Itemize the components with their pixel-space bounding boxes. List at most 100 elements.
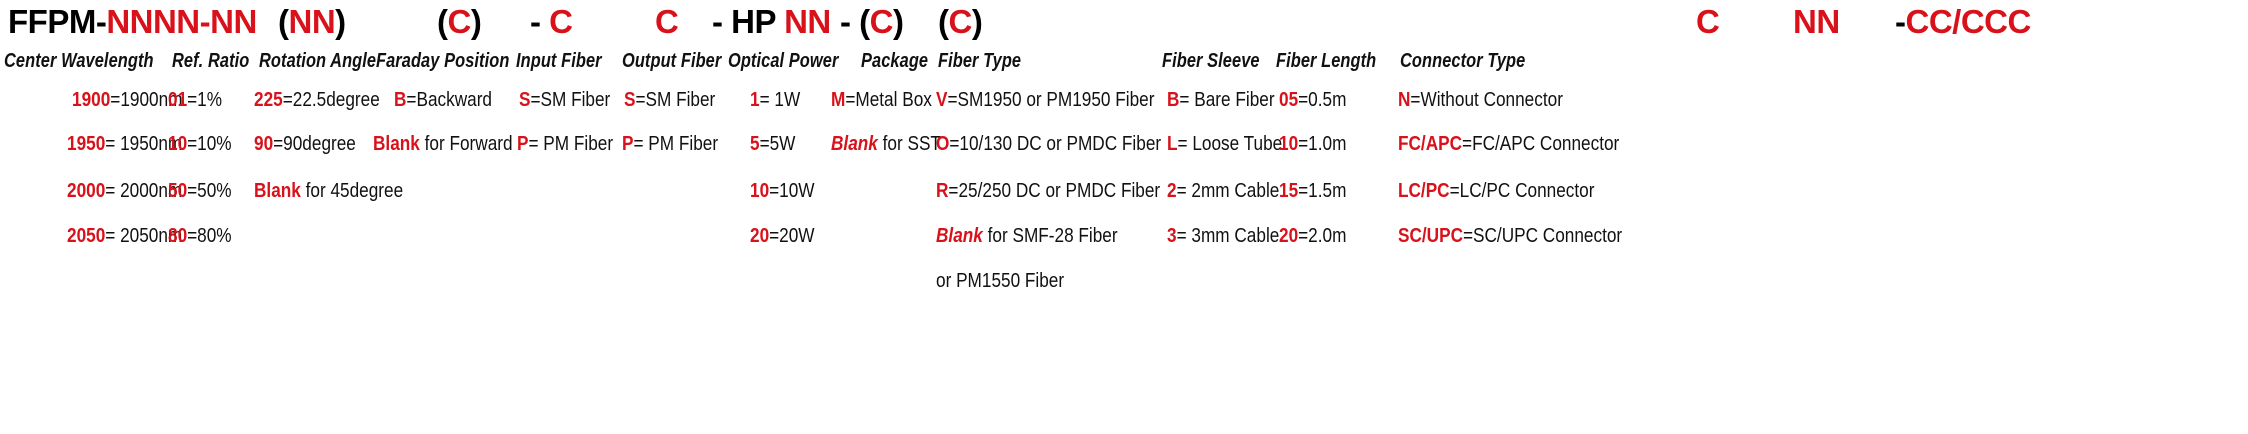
option-code: P <box>621 133 634 155</box>
code-segment-output-fiber: - HP NN <box>712 3 831 40</box>
code-segment-faraday-position: - C <box>530 3 573 40</box>
option-code: O <box>936 133 950 155</box>
option-fiber_sleeve-4: 3= 3mm Cable <box>1167 225 1279 247</box>
column-header-center-wavelength: Center Wavelength <box>4 49 154 72</box>
option-description: =SM Fiber <box>635 89 716 111</box>
option-connector_type-4: SC/UPC=SC/UPC Connector <box>1398 225 1622 247</box>
option-center_wavelength-4: 2050= 2050nm <box>67 225 182 247</box>
code-segment-fiber-length: NN <box>1793 3 1840 40</box>
option-code: V <box>936 89 948 111</box>
option-code: 1900 <box>71 89 110 111</box>
option-code: L <box>1167 133 1178 155</box>
column-header-optical-power: Optical Power <box>728 49 839 72</box>
option-description: = PM Fiber <box>633 133 719 155</box>
option-fiber_type-4: Blank for SMF-28 Fiber <box>936 225 1118 247</box>
option-code: 20 <box>1279 225 1299 247</box>
code-segment-ref-ratio: (NN) <box>278 3 346 40</box>
option-description: for SMF-28 Fiber <box>982 225 1118 247</box>
option-optical_power-4: 20=20W <box>750 225 815 247</box>
option-optical_power-2: 5=5W <box>750 133 795 155</box>
option-description: =1900nm <box>109 89 182 111</box>
option-code: 05 <box>1279 89 1299 111</box>
option-ref_ratio-2: 10=10% <box>168 133 232 155</box>
option-description: = 2mm Cable <box>1176 180 1280 202</box>
code-segment-input-fiber: C <box>655 3 679 40</box>
option-fiber_length-4: 20=2.0m <box>1279 225 1346 247</box>
option-description: =SM Fiber <box>530 89 611 111</box>
option-description: = 1W <box>759 89 801 111</box>
option-description: =1.5m <box>1298 180 1347 202</box>
code-segment-package: (C) <box>938 3 983 40</box>
option-description: =Without Connector <box>1410 89 1563 111</box>
option-ref_ratio-4: 80=80% <box>168 225 232 247</box>
option-fiber_sleeve-1: B= Bare Fiber <box>1167 89 1275 111</box>
option-code: M <box>831 89 846 111</box>
option-description: =5W <box>759 133 796 155</box>
option-description: =10/130 DC or PMDC Fiber <box>949 133 1162 155</box>
option-code: 3 <box>1167 225 1177 247</box>
option-code: 10 <box>1279 133 1299 155</box>
option-code: SC/UPC <box>1398 225 1463 247</box>
option-code: Blank <box>373 133 421 155</box>
column-header-faraday-position: Faraday Position <box>376 49 510 72</box>
option-output_fiber-2: P= PM Fiber <box>622 133 718 155</box>
option-code: 15 <box>1279 180 1299 202</box>
option-description: =2.0m <box>1298 225 1347 247</box>
option-code: 2 <box>1167 180 1177 202</box>
option-input_fiber-1: S=SM Fiber <box>519 89 610 111</box>
option-code: 1950 <box>66 133 106 155</box>
option-code: 1 <box>750 89 760 111</box>
option-code: 80 <box>168 225 188 247</box>
option-description: =80% <box>187 225 232 247</box>
option-optical_power-3: 10=10W <box>750 180 815 202</box>
code-segment-rotation-angle: (C) <box>437 3 482 40</box>
option-center_wavelength-1: 1900=1900nm <box>72 89 182 111</box>
option-ref_ratio-3: 50=50% <box>168 180 232 202</box>
option-code: LC/PC <box>1398 180 1450 202</box>
option-code: Blank <box>831 133 878 155</box>
option-code: Blank <box>936 225 983 247</box>
option-description: =22.5degree <box>282 89 380 111</box>
option-description: = 2000nm <box>105 180 182 202</box>
option-description: =SC/UPC Connector <box>1462 225 1623 247</box>
option-faraday_position-1: B=Backward <box>394 89 492 111</box>
option-description: =10W <box>769 180 815 202</box>
option-description: =LC/PC Connector <box>1449 180 1595 202</box>
option-code: B <box>394 89 407 111</box>
option-description: =Metal Box <box>845 89 932 111</box>
column-header-fiber-length: Fiber Length <box>1276 49 1377 72</box>
code-segment-connector-type: -CC/CCC <box>1895 3 2031 40</box>
option-fiber_length-2: 10=1.0m <box>1279 133 1346 155</box>
option-package-2: Blank for SST <box>831 133 941 155</box>
part-number-code-line: FFPM-NNNN-NN (NN) (C) - C C - HP NN - (C… <box>0 0 2248 44</box>
option-description: for 45degree <box>300 180 404 202</box>
option-code: 225 <box>254 89 283 111</box>
column-header-output-fiber: Output Fiber <box>622 49 722 72</box>
option-description: =10% <box>187 133 232 155</box>
option-description: = Bare Fiber <box>1179 89 1275 111</box>
option-code: 5 <box>750 133 760 155</box>
option-description: or PM1550 Fiber <box>936 270 1065 292</box>
option-rotation_angle-2: 90=90degree <box>254 133 356 155</box>
code-segment-fiber-sleeve: C <box>1696 3 1720 40</box>
column-header-connector-type: Connector Type <box>1400 49 1526 72</box>
option-connector_type-3: LC/PC=LC/PC Connector <box>1398 180 1594 202</box>
option-fiber_sleeve-2: L= Loose Tube <box>1167 133 1282 155</box>
option-optical_power-1: 1= 1W <box>750 89 800 111</box>
option-fiber_length-1: 05=0.5m <box>1279 89 1346 111</box>
option-fiber_type-5: or PM1550 Fiber <box>936 270 1064 292</box>
option-connector_type-1: N=Without Connector <box>1398 89 1563 111</box>
option-description: =1.0m <box>1298 133 1347 155</box>
option-input_fiber-2: P= PM Fiber <box>517 133 613 155</box>
option-fiber_type-2: O=10/130 DC or PMDC Fiber <box>936 133 1161 155</box>
option-description: =90degree <box>273 133 356 155</box>
column-header-ref-ratio: Ref. Ratio <box>172 49 250 72</box>
option-code: S <box>519 89 531 111</box>
option-center_wavelength-2: 1950= 1950nm <box>67 133 182 155</box>
option-description: = PM Fiber <box>528 133 614 155</box>
option-code: R <box>936 180 949 202</box>
option-center_wavelength-3: 2000= 2000nm <box>67 180 182 202</box>
option-rotation_angle-3: Blank for 45degree <box>254 180 403 202</box>
option-fiber_type-1: V=SM1950 or PM1950 Fiber <box>936 89 1154 111</box>
option-code: 2000 <box>66 180 106 202</box>
